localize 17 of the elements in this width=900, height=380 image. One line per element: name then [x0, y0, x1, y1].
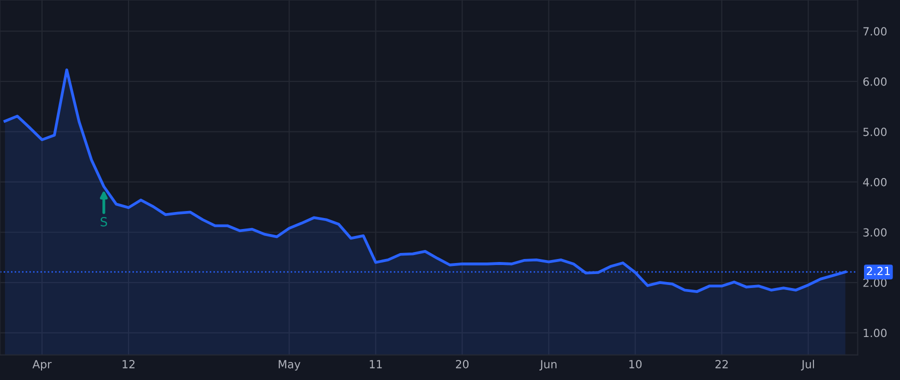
y-tick-label: 3.00	[863, 228, 887, 237]
x-tick-label: May	[278, 360, 300, 371]
y-tick-label: 6.00	[863, 77, 887, 86]
x-tick-label: Apr	[32, 360, 52, 371]
x-tick-label: Jul	[800, 360, 814, 370]
x-tick-label: 22	[716, 360, 728, 368]
y-tick-label: 5.00	[863, 128, 887, 136]
ref-line-label: 2.21	[866, 266, 890, 276]
x-tick-label: Jun	[539, 360, 556, 370]
annotation: S	[100, 217, 108, 226]
x-tick-label: 10	[629, 360, 642, 368]
x-tick-label: 11	[370, 360, 382, 368]
y-tick-label: 4.00	[863, 178, 887, 186]
x-tick-label: 20	[456, 360, 469, 368]
x-tick-label: 12	[122, 360, 134, 368]
y-tick-label: 1.00	[864, 328, 887, 338]
y-tick-label: 7.00	[863, 27, 887, 36]
